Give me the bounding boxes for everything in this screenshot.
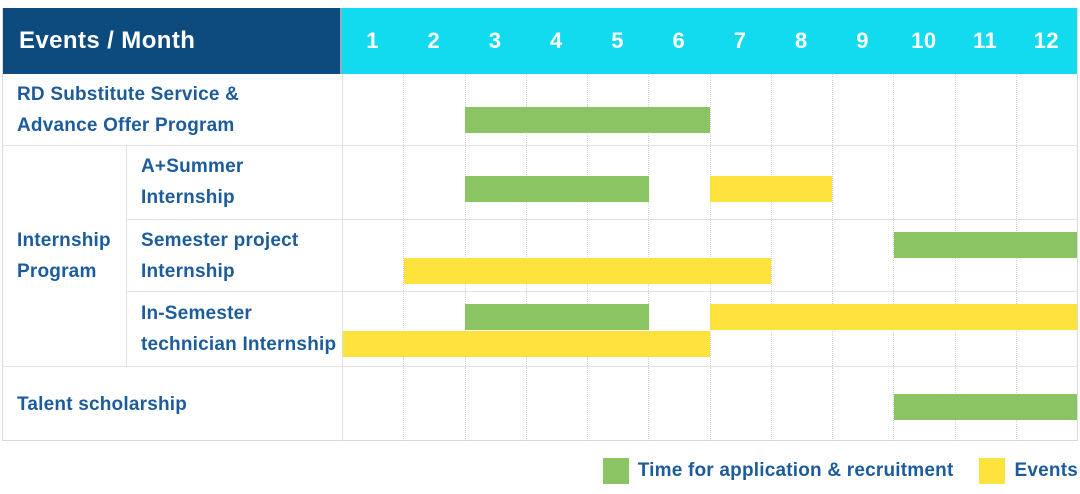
gantt-bar-green — [465, 304, 649, 331]
gantt-bar-green — [465, 107, 710, 133]
gantt-bar-green — [893, 394, 1077, 420]
gantt-bar-yellow — [404, 257, 772, 284]
row-label-line: Internship — [141, 187, 235, 209]
table-row: Semester project Internship — [127, 219, 1077, 293]
row-label-line: Internship — [141, 260, 235, 282]
gantt-table: Events / Month 1 2 3 4 5 6 7 8 9 10 11 12 RD Substi… — [2, 8, 1078, 441]
group-label-line: Program — [17, 261, 97, 282]
month-label: 4 — [550, 28, 563, 53]
internship-program-group: Internship Program A+Summer Internship S… — [3, 146, 1077, 367]
month-gridlines — [343, 74, 1077, 145]
row-label-line: In-Semester — [141, 303, 252, 325]
table-row: Talent scholarship — [3, 367, 1077, 441]
legend: Time for application & recruitment Event… — [602, 456, 1078, 486]
row-label-semester-project-internship: Semester project Internship — [127, 220, 342, 292]
month-label: 3 — [488, 28, 502, 53]
row-label-a-summer-internship: A+Summer Internship — [127, 146, 342, 219]
table-header-row: Events / Month 1 2 3 4 5 6 7 8 9 10 11 12 — [3, 8, 1077, 74]
gantt-track-talent-scholarship — [342, 367, 1077, 441]
legend-swatch-green — [602, 458, 629, 484]
internship-program-subrows: A+Summer Internship Semester project Int… — [127, 146, 1077, 366]
gantt-track-in-semester-technician-internship — [342, 292, 1077, 366]
month-label: 12 — [1033, 28, 1060, 53]
month-label: 1 — [366, 28, 379, 53]
row-label-line: Semester project — [141, 229, 299, 251]
gantt-track-semester-project-internship — [342, 219, 1077, 292]
month-label: 9 — [856, 28, 869, 53]
gantt-bar-green — [465, 176, 649, 202]
table-row: RD Substitute Service & Advance Offer Pr… — [3, 74, 1077, 146]
month-label: 11 — [972, 28, 998, 53]
legend-swatch-yellow — [979, 458, 1006, 484]
legend-label: Events — [1014, 460, 1078, 481]
gantt-bar-yellow — [710, 176, 833, 202]
header-title: Events / Month — [19, 27, 196, 54]
month-label: 10 — [911, 28, 937, 53]
gantt-bar-yellow — [343, 331, 710, 358]
row-label-rd-substitute-service: RD Substitute Service & Advance Offer Pr… — [3, 74, 342, 145]
table-row: A+Summer Internship — [127, 146, 1077, 220]
month-label: 5 — [611, 28, 624, 53]
gantt-track-rd-substitute-service — [342, 74, 1077, 145]
row-group-label-internship-program: Internship Program — [3, 146, 127, 366]
month-label: 2 — [427, 28, 441, 53]
month-label: 6 — [672, 28, 686, 53]
month-label: 7 — [733, 28, 747, 53]
table-row: In-Semester technician Internship — [127, 292, 1077, 366]
gantt-bar-green — [893, 231, 1077, 258]
row-label-line: Advance Offer Program — [17, 114, 235, 136]
legend-label: Time for application & recruitment — [637, 460, 954, 481]
row-label-line: RD Substitute Service & — [17, 83, 240, 105]
group-label-line: Internship — [17, 230, 111, 251]
header-events-month-cell: Events / Month — [3, 8, 342, 74]
row-label-talent-scholarship: Talent scholarship — [3, 367, 342, 441]
month-header-row: 1 2 3 4 5 6 7 8 9 10 11 12 — [342, 8, 1077, 74]
row-label-line: Talent scholarship — [17, 393, 188, 415]
row-label-line: technician Internship — [141, 334, 337, 356]
legend-item-events: Events — [979, 458, 1078, 484]
legend-item-application-recruitment: Time for application & recruitment — [602, 458, 954, 484]
month-label: 8 — [795, 28, 808, 53]
gantt-track-a-summer-internship — [342, 146, 1077, 219]
row-label-in-semester-technician-internship: In-Semester technician Internship — [127, 292, 342, 366]
gantt-bar-yellow — [710, 304, 1077, 331]
row-label-line: A+Summer — [141, 156, 244, 178]
